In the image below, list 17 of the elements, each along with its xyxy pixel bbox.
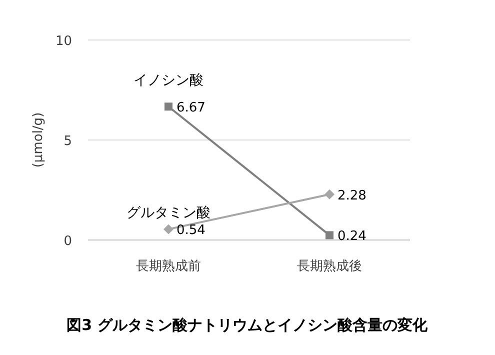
text: 図3 グルタミン酸ナトリウムとイノシン酸含量の変化 xyxy=(66,316,428,334)
y-tick-label: 0 xyxy=(64,234,72,249)
point xyxy=(324,189,334,200)
data-label: 0.24 xyxy=(338,229,366,244)
data-label: 0.54 xyxy=(176,223,206,238)
y-tick-label: 10 xyxy=(55,34,72,49)
y-axis-title: (μmol/g) xyxy=(31,112,46,168)
point xyxy=(164,224,174,234)
x-tick-label: 長期熟成後 xyxy=(297,259,362,274)
y-tick-label: 5 xyxy=(64,134,72,149)
series-label: イノシン酸 xyxy=(134,72,204,89)
x-tick-label: 長期熟成前 xyxy=(136,259,201,274)
data-label: 2.28 xyxy=(338,188,366,204)
point xyxy=(326,231,334,240)
point xyxy=(164,102,172,111)
series-label: グルタミン酸 xyxy=(126,205,210,222)
data-label: 6.67 xyxy=(176,100,206,116)
